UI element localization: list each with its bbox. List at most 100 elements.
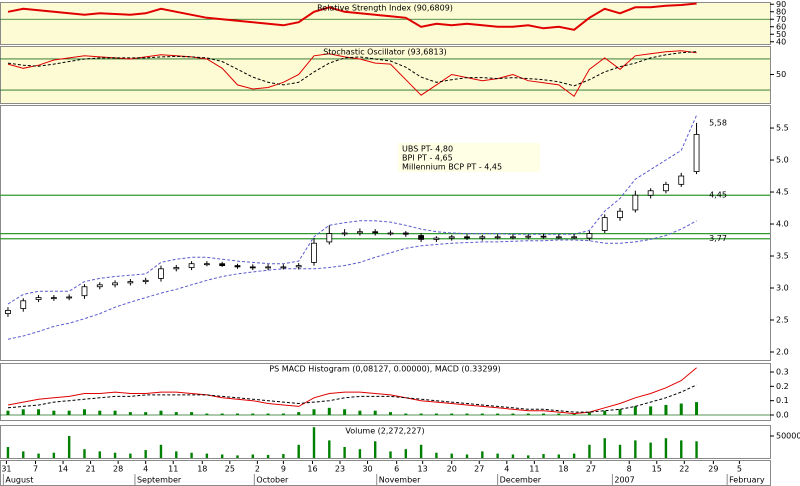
volume-bar xyxy=(588,444,591,458)
histogram-bar xyxy=(404,413,408,415)
panel xyxy=(0,2,770,31)
volume-bar xyxy=(83,449,86,458)
candle-body xyxy=(372,231,379,234)
x-tick-label: 20 xyxy=(447,465,457,474)
histogram-bar xyxy=(98,410,102,415)
candle-body xyxy=(234,265,241,268)
y-tick-label: 0.3 xyxy=(776,368,789,377)
y-tick-label: 4.0 xyxy=(776,220,789,229)
y-tick-label: 0.0 xyxy=(776,410,789,419)
month-label: August xyxy=(5,476,33,485)
volume-bar xyxy=(419,444,423,458)
y-tick-label: 70 xyxy=(776,15,786,24)
candle-body xyxy=(35,297,42,300)
x-tick-label: 22 xyxy=(679,465,689,474)
histogram-bar xyxy=(465,413,469,415)
volume-bar xyxy=(328,440,331,458)
histogram-bar xyxy=(21,409,25,415)
candle-body xyxy=(295,265,302,268)
volume-bar xyxy=(389,451,392,458)
y-tick-label: 3.0 xyxy=(776,284,789,293)
histogram-bar xyxy=(664,404,668,415)
candle-body xyxy=(357,231,363,234)
histogram-bar xyxy=(618,409,622,415)
volume-bar xyxy=(67,436,71,458)
candle-body xyxy=(81,286,88,297)
volume-bar xyxy=(236,455,239,458)
x-tick-label: 4 xyxy=(143,465,148,474)
candle-body xyxy=(418,235,425,240)
panel-background xyxy=(0,425,771,459)
panel-title: Volume (2,272,227) xyxy=(345,427,424,436)
y-tick-label: 50000 xyxy=(776,432,800,441)
histogram-bar xyxy=(633,406,637,415)
histogram-bar xyxy=(542,413,546,415)
volume-bar xyxy=(527,455,530,458)
histogram-bar xyxy=(159,410,163,415)
series-line xyxy=(7,2,697,31)
candle-body xyxy=(525,235,532,238)
panel-background xyxy=(0,105,771,361)
panel xyxy=(0,50,770,98)
volume-bar xyxy=(297,444,300,458)
candle-body xyxy=(66,296,73,299)
x-tick-label: 14 xyxy=(58,465,68,474)
histogram-bar xyxy=(6,410,10,415)
volume-bar xyxy=(450,453,453,458)
note-line: Millennium BCP PT - 4,45 xyxy=(402,163,502,172)
x-tick-label: 18 xyxy=(197,465,207,474)
volume-bar xyxy=(481,451,484,458)
x-tick-label: 27 xyxy=(586,465,596,474)
y-tick-label: 40 xyxy=(776,37,786,46)
volume-bar xyxy=(649,442,652,458)
volume-bar xyxy=(603,438,606,458)
panel xyxy=(6,427,698,458)
volume-bar xyxy=(542,454,545,458)
histogram-bar xyxy=(312,409,316,415)
month-label: October xyxy=(256,476,289,485)
volume-bar xyxy=(282,454,285,458)
series-line xyxy=(7,50,697,98)
candle-body xyxy=(433,237,440,240)
candle-body xyxy=(540,235,547,238)
histogram-bar xyxy=(557,413,561,415)
candle-body xyxy=(265,266,271,269)
histogram-bar xyxy=(450,413,454,415)
x-tick-label: 13 xyxy=(418,465,428,474)
volume-bar xyxy=(664,438,668,458)
note-box xyxy=(398,143,540,172)
histogram-bar xyxy=(572,413,576,415)
histogram-bar xyxy=(190,412,194,415)
x-tick-label: 6 xyxy=(394,465,399,474)
volume-bar xyxy=(358,449,362,458)
x-tick-label: 25 xyxy=(225,465,235,474)
volume-bar xyxy=(374,441,377,458)
y-tick-label: 80 xyxy=(776,7,786,16)
candle-body xyxy=(219,263,226,267)
note-line: BPI PT - 4,65 xyxy=(402,154,453,163)
histogram-bar xyxy=(327,407,331,415)
note-line: UBS PT- 4,80 xyxy=(402,145,453,154)
candle-body xyxy=(326,233,333,243)
volume-bar xyxy=(159,444,163,458)
histogram-bar xyxy=(358,410,362,415)
y-tick-label: 0.1 xyxy=(776,396,789,405)
volume-bar xyxy=(129,453,132,458)
series-line xyxy=(7,384,697,413)
y-tick-label: 50 xyxy=(776,70,786,79)
y-tick-label: 90 xyxy=(776,0,786,9)
histogram-bar xyxy=(220,413,224,415)
candle-body xyxy=(158,268,164,279)
volume-bar xyxy=(190,452,193,458)
histogram-bar xyxy=(389,412,393,415)
candle-body xyxy=(5,310,11,315)
volume-bar xyxy=(266,454,270,458)
date-axis xyxy=(0,460,771,486)
y-tick-label: 5.0 xyxy=(776,156,789,165)
x-tick-label: 11 xyxy=(529,465,539,474)
annotation: 5,58 xyxy=(709,118,727,127)
x-tick-label: 21 xyxy=(85,465,95,474)
histogram-bar xyxy=(419,413,423,415)
volume-bar xyxy=(435,452,438,458)
volume-bar xyxy=(572,453,576,458)
